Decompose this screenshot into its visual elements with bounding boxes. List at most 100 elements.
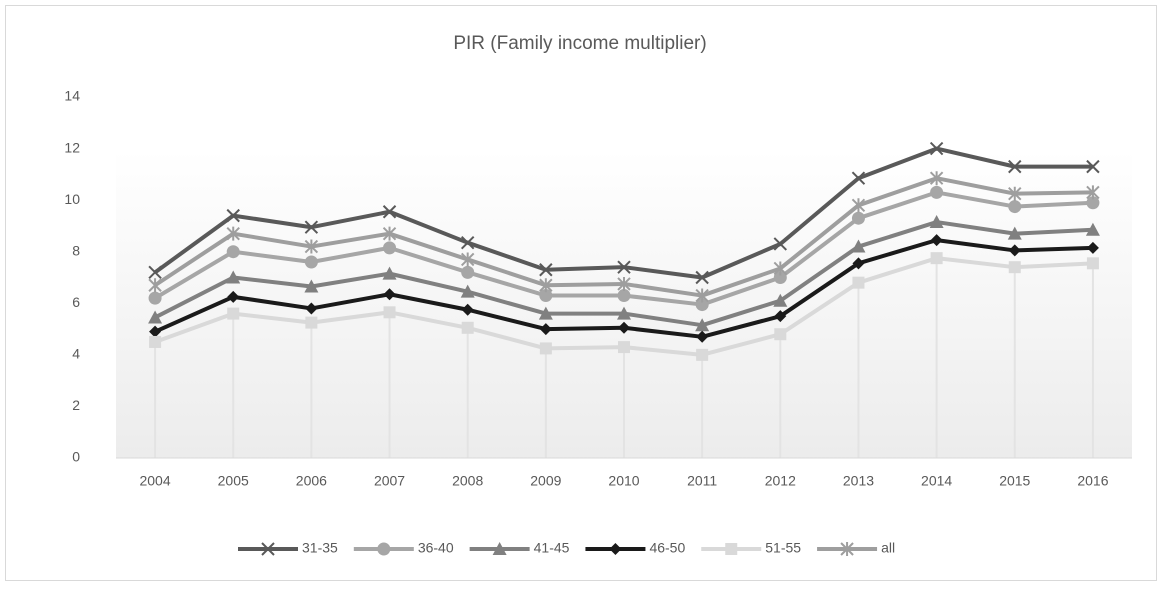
marker-shape <box>492 542 507 555</box>
marker <box>695 270 709 285</box>
marker-shape <box>695 288 709 303</box>
marker-shape <box>304 239 319 254</box>
marker-shape <box>539 263 553 277</box>
marker-shape <box>538 306 553 320</box>
marker <box>461 265 475 279</box>
marker <box>304 239 319 254</box>
legend-label: 36-40 <box>418 540 454 556</box>
marker-shape <box>696 348 709 361</box>
x-tick-label: 2012 <box>765 473 796 489</box>
legend-label: 46-50 <box>649 540 685 556</box>
marker-shape <box>695 270 709 285</box>
marker-shape <box>460 284 475 298</box>
marker <box>539 278 553 293</box>
marker <box>695 318 710 332</box>
marker-shape <box>304 220 319 234</box>
marker-shape <box>695 318 710 332</box>
legend-label: all <box>881 540 895 556</box>
marker <box>539 342 552 355</box>
marker <box>1086 241 1099 254</box>
legend-label: 41-45 <box>534 540 570 556</box>
marker-shape <box>383 288 396 301</box>
marker <box>930 234 943 247</box>
marker <box>1086 196 1100 210</box>
marker-shape <box>773 293 788 307</box>
marker-shape <box>149 325 162 338</box>
marker-shape <box>617 260 631 274</box>
marker <box>695 288 709 303</box>
marker <box>538 306 553 320</box>
marker <box>929 171 944 186</box>
marker-shape <box>461 265 475 279</box>
marker-shape <box>930 185 944 199</box>
marker-shape <box>227 290 240 303</box>
marker-shape <box>304 279 319 293</box>
marker <box>696 330 709 343</box>
marker-shape <box>382 226 397 241</box>
marker <box>618 321 630 334</box>
marker <box>851 239 866 253</box>
marker <box>930 185 944 199</box>
marker-shape <box>852 257 865 270</box>
marker-shape <box>305 302 318 315</box>
marker-shape <box>382 266 397 280</box>
marker <box>1008 186 1022 201</box>
marker <box>149 325 162 338</box>
marker <box>851 211 865 225</box>
y-tick-label: 0 <box>72 449 80 465</box>
marker <box>383 306 396 319</box>
marker-shape <box>539 323 552 336</box>
marker <box>148 265 162 280</box>
marker <box>773 293 788 307</box>
y-tick-label: 2 <box>72 397 80 413</box>
marker <box>304 220 319 234</box>
marker-shape <box>227 307 240 320</box>
marker <box>618 341 630 354</box>
marker-shape <box>696 330 709 343</box>
marker-shape <box>148 265 162 280</box>
y-tick-label: 6 <box>72 294 80 310</box>
y-tick-label: 12 <box>64 139 80 155</box>
marker <box>305 316 318 329</box>
marker-shape <box>773 237 788 251</box>
marker <box>773 237 788 251</box>
marker-shape <box>851 171 866 185</box>
marker <box>460 252 475 267</box>
marker-shape <box>148 310 163 324</box>
marker <box>1086 185 1100 200</box>
marker <box>1008 200 1022 214</box>
marker <box>149 335 162 348</box>
marker <box>226 208 240 223</box>
marker <box>851 171 866 185</box>
marker-shape <box>617 276 631 291</box>
marker <box>1086 257 1099 270</box>
marker <box>226 245 240 259</box>
marker <box>617 289 631 303</box>
marker <box>774 328 787 341</box>
x-tick-label: 2011 <box>687 473 717 489</box>
marker-shape <box>1008 159 1022 174</box>
marker-shape <box>617 289 631 303</box>
marker-shape <box>460 235 475 250</box>
marker <box>617 276 631 291</box>
marker <box>617 260 631 274</box>
marker <box>382 266 397 280</box>
marker-shape <box>773 271 787 284</box>
marker-shape <box>929 141 944 156</box>
x-tick-label: 2005 <box>218 473 249 489</box>
marker-shape <box>261 542 275 556</box>
marker <box>930 252 943 265</box>
marker-shape <box>774 310 787 323</box>
marker-shape <box>618 341 630 354</box>
marker <box>852 257 865 270</box>
marker <box>539 323 552 336</box>
marker <box>383 288 396 301</box>
marker <box>304 255 318 269</box>
x-tick-label: 2010 <box>608 473 639 489</box>
x-tick-label: 2008 <box>452 473 483 489</box>
marker-shape <box>377 542 391 556</box>
marker-shape <box>1086 196 1100 210</box>
marker <box>227 290 240 303</box>
y-tick-label: 10 <box>64 191 80 207</box>
marker <box>461 321 474 334</box>
